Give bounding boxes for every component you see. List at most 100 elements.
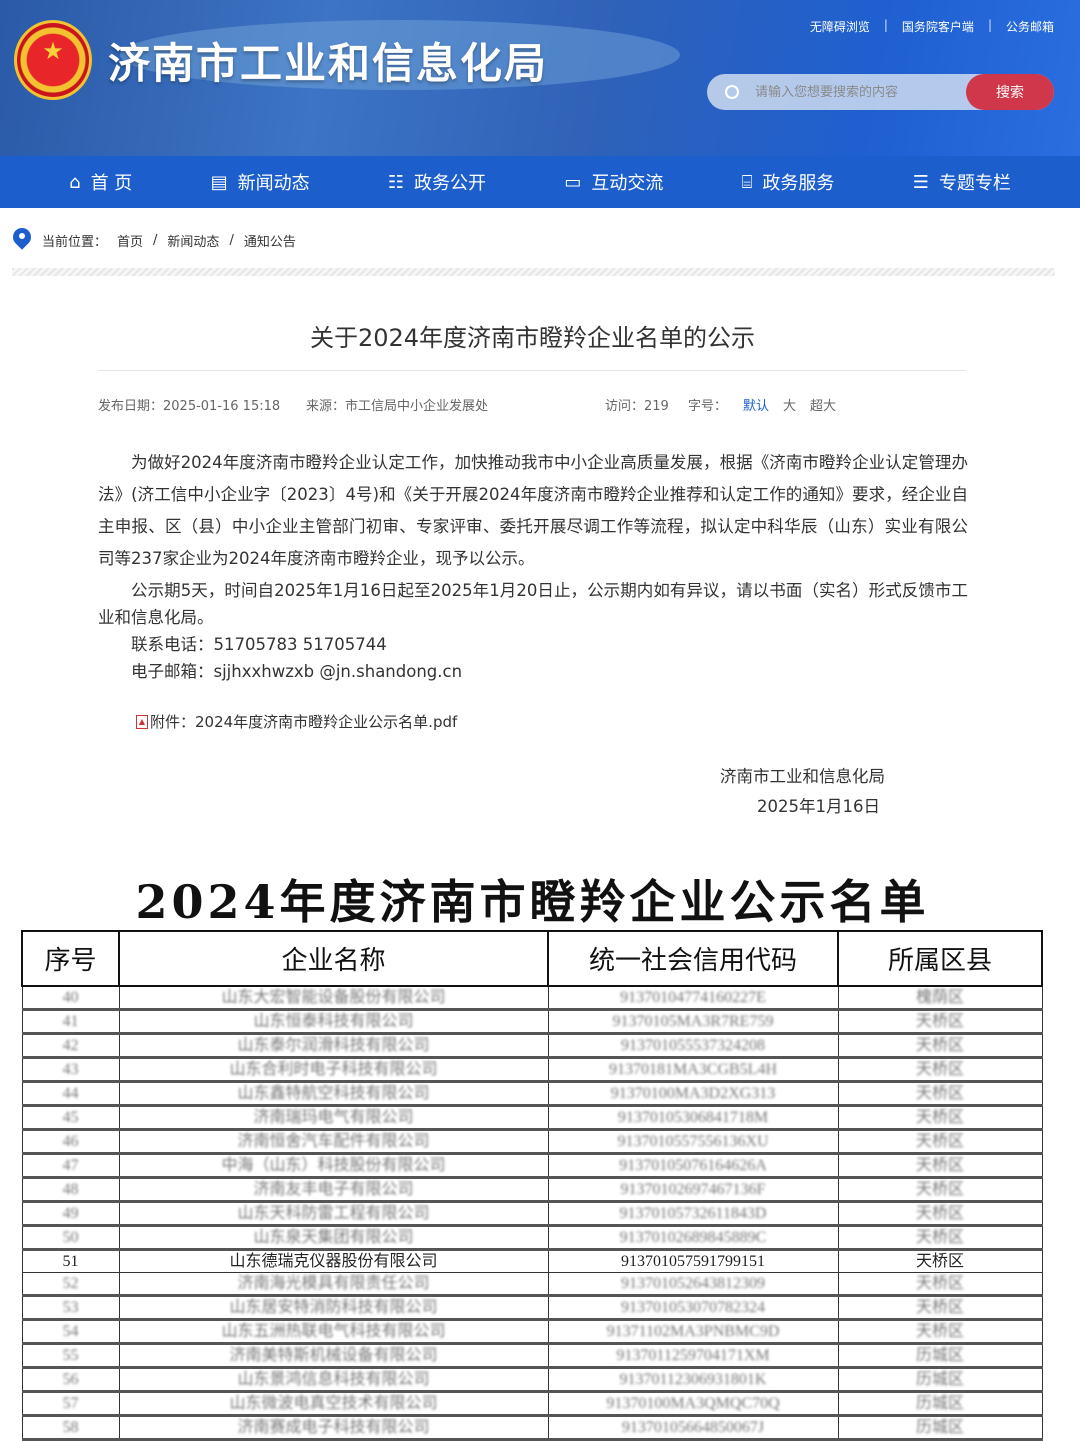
company-name: 山东泉天集团有限公司	[253, 1229, 414, 1246]
cell-row-no: 44	[21, 1081, 120, 1107]
cell-credit-code: 91370105732611843D	[547, 1201, 839, 1227]
top-links: 无障碍浏览 | 国务院客户端 | 公务邮箱	[810, 18, 1054, 35]
company-name: 山东五洲热联电气科技有限公司	[221, 1323, 446, 1341]
breadcrumb-news[interactable]: 新闻动态	[167, 234, 220, 250]
nav-label: 新闻动态	[237, 173, 310, 194]
cell-company-name: 山东大宏智能设备股份有限公司	[118, 985, 549, 1011]
credit-code: 91370105MA3R7RE759	[612, 1013, 774, 1030]
location-pin-icon	[12, 228, 32, 252]
cell-district: 天桥区	[837, 1033, 1043, 1059]
cell-company-name: 济南赛成电子科技有限公司	[118, 1415, 549, 1441]
company-name: 济南瑞玛电气有限公司	[253, 1109, 414, 1126]
search-input[interactable]	[755, 84, 955, 100]
nav-item-1[interactable]: ▤ 新闻动态	[211, 169, 310, 195]
nav-item-3[interactable]: ▭ 互动交流	[564, 169, 663, 195]
paragraph: 为做好2024年度济南市瞪羚企业认定工作，加快推动我市中小企业高质量发展，根据《…	[98, 453, 968, 568]
divider: |	[883, 18, 888, 32]
nav-item-4[interactable]: ⌸ 政务服务	[742, 169, 835, 195]
cell-district: 历城区	[837, 1367, 1043, 1394]
credit-code: 91370104774160227E	[620, 989, 766, 1006]
district: 历城区	[915, 1347, 964, 1365]
font-large-button[interactable]: 大	[783, 399, 797, 414]
cell-company-name: 山东恒泰科技有限公司	[118, 1009, 549, 1035]
row-no: 50	[62, 1229, 79, 1246]
credit-code: 913701057591799151	[621, 1253, 765, 1271]
table-row: 45 济南瑞玛电气有限公司 91370105306841718M 天桥区	[21, 1105, 1043, 1131]
divider: |	[987, 18, 992, 32]
cell-row-no: 54	[21, 1319, 120, 1346]
search-button[interactable]: 搜索	[966, 74, 1054, 110]
cell-credit-code: 91370100MA3D2XG313	[547, 1081, 839, 1107]
credit-code: 913701053070782324	[621, 1299, 765, 1317]
row-no: 42	[62, 1037, 79, 1054]
district: 历城区	[915, 1395, 964, 1413]
row-no: 48	[62, 1181, 79, 1198]
col-header-name: 企业名称	[118, 930, 549, 987]
cell-row-no: 58	[21, 1415, 120, 1441]
breadcrumb-label: 当前位置：	[42, 234, 108, 250]
signer: 济南市工业和信息化局	[720, 767, 885, 786]
table-row: 43 山东合利时电子科技有限公司 91370181MA3CGB5L4H 天桥区	[21, 1057, 1043, 1083]
company-name: 山东大宏智能设备股份有限公司	[221, 989, 446, 1006]
row-no: 45	[62, 1109, 79, 1126]
credit-code: 913701055537324208	[621, 1037, 765, 1054]
paragraph: 公示期5天，时间自2025年1月16日起至2025年1月20日止，公示期内如有异…	[98, 581, 968, 627]
cell-company-name: 济南海光模具有限责任公司	[118, 1272, 549, 1298]
site-title: 济南市工业和信息化局	[108, 39, 549, 88]
cell-company-name: 济南友丰电子有限公司	[118, 1177, 549, 1203]
nav-item-0[interactable]: ⌂ 首 页	[69, 169, 132, 195]
cell-row-no: 57	[21, 1391, 120, 1418]
col-header-no: 序号	[21, 930, 120, 987]
company-name: 济南赛成电子科技有限公司	[237, 1419, 430, 1437]
news-icon: ▤	[210, 171, 228, 193]
pdf-icon: ▲	[136, 714, 148, 729]
row-no: 40	[62, 989, 79, 1006]
nav-label: 首 页	[90, 173, 133, 194]
district: 天桥区	[915, 1299, 964, 1317]
attachment-link[interactable]: ▲ 附件：2024年度济南市瞪羚企业公示名单.pdf	[136, 711, 457, 732]
district: 天桥区	[915, 1133, 964, 1150]
row-no: 43	[62, 1061, 79, 1078]
nav-item-5[interactable]: ☰ 专题专栏	[913, 169, 1011, 195]
table-row: 58 济南赛成电子科技有限公司 91370105664850067J 历城区	[21, 1415, 1043, 1441]
font-size-label: 字号：	[688, 399, 728, 414]
search-icon	[725, 85, 739, 99]
company-name: 济南友丰电子有限公司	[253, 1181, 414, 1198]
cell-company-name: 山东居安特消防科技有限公司	[118, 1295, 549, 1322]
accessibility-link[interactable]: 无障碍浏览	[809, 20, 870, 34]
district: 天桥区	[915, 1157, 964, 1174]
state-council-app-link[interactable]: 国务院客户端	[901, 20, 974, 34]
source: 来源：市工信局中小企业发展处	[306, 399, 489, 414]
credit-code: 913701052643812309	[621, 1275, 765, 1293]
site-header: ★ 济南市工业和信息化局 无障碍浏览 | 国务院客户端 | 公务邮箱 搜索	[0, 0, 1080, 156]
cell-credit-code: 913701057591799151	[547, 1248, 839, 1274]
cell-company-name: 山东泰尔润滑科技有限公司	[118, 1033, 549, 1059]
breadcrumb-home[interactable]: 首页	[117, 234, 144, 250]
cell-credit-code: 9137010557556136XU	[547, 1129, 839, 1155]
cell-district: 天桥区	[837, 1105, 1043, 1131]
font-xlarge-button[interactable]: 超大	[810, 399, 837, 414]
table-row: 44 山东鑫特航空科技有限公司 91370100MA3D2XG313 天桥区	[21, 1081, 1043, 1107]
nav-item-2[interactable]: ☷ 政务公开	[388, 169, 486, 195]
cell-row-no: 40	[21, 985, 120, 1011]
table-row: 49 山东天科防雷工程有限公司 91370105732611843D 天桥区	[21, 1201, 1043, 1227]
font-default-button[interactable]: 默认	[743, 399, 770, 414]
cell-company-name: 山东景鸿信息科技有限公司	[118, 1367, 549, 1394]
table-row: 51 山东德瑞克仪器股份有限公司 913701057591799151 天桥区	[21, 1248, 1043, 1274]
row-no: 49	[62, 1205, 79, 1222]
company-name: 济南恒舍汽车配件有限公司	[237, 1133, 430, 1150]
table-row: 48 济南友丰电子有限公司 91370102697467136F 天桥区	[21, 1177, 1043, 1203]
nav-label: 政务公开	[414, 173, 487, 194]
breadcrumb-notices[interactable]: 通知公告	[243, 234, 296, 250]
attachment-label[interactable]: 附件：2024年度济南市瞪羚企业公示名单.pdf	[150, 713, 458, 731]
district: 天桥区	[915, 1205, 964, 1222]
cell-district: 槐荫区	[837, 985, 1043, 1011]
cell-row-no: 56	[21, 1367, 120, 1394]
credit-code: 91370102689845889C	[619, 1229, 767, 1246]
credit-code: 9137010557556136XU	[617, 1133, 769, 1150]
row-no: 41	[62, 1013, 79, 1030]
official-mail-link[interactable]: 公务邮箱	[1005, 20, 1054, 34]
signature: 济南市工业和信息化局 2025年1月16日	[720, 762, 885, 822]
cell-row-no: 45	[21, 1105, 120, 1131]
cell-company-name: 中海（山东）科技股份有限公司	[118, 1153, 549, 1179]
